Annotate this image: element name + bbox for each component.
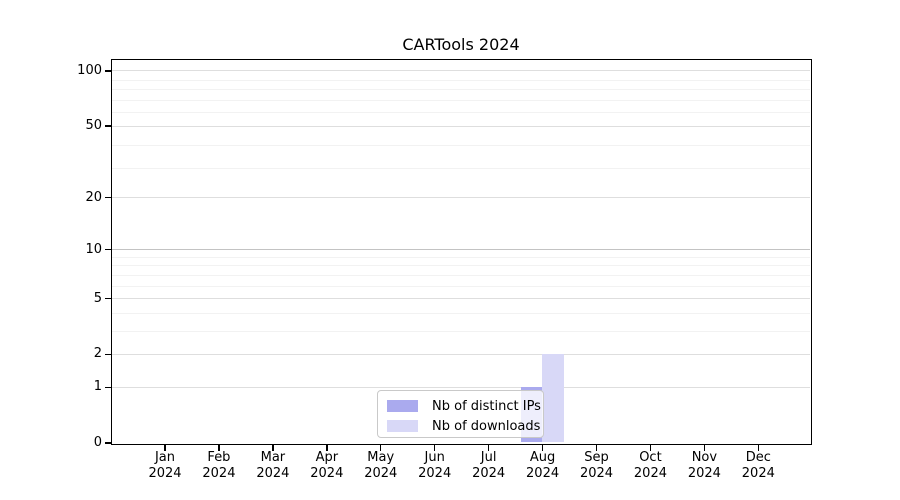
major-gridline [111,353,810,355]
y-tick-mark [105,70,111,72]
x-tick-label: Jul 2024 [459,450,519,482]
x-tick-year: 2024 [633,466,667,481]
y-tick-mark [105,249,111,251]
minor-gridline [111,168,810,170]
major-gridline [111,197,810,199]
x-tick-month: Oct [639,450,662,465]
minor-gridline [111,274,810,276]
x-tick-mark [326,444,328,451]
y-tick-mark [105,196,111,199]
x-tick-year: 2024 [579,466,614,481]
x-tick-month: Jun [424,450,445,465]
x-tick-label: Aug 2024 [513,450,573,482]
y-tick-mark [105,297,111,300]
x-tick-label: Oct 2024 [620,450,680,482]
y-tick-mark [105,125,111,127]
major-gridline [111,249,810,251]
minor-gridline [111,265,810,267]
minor-gridline [111,112,810,114]
y-tick-label: 2 [93,346,102,362]
y-tick-label: 50 [85,118,102,134]
minor-gridline [111,330,810,332]
y-tick-mark [105,442,111,444]
legend-entry: Nb of distinct IPs [387,397,543,415]
x-tick-year: 2024 [418,466,452,481]
x-tick-mark [595,444,598,451]
x-tick-month: May [367,450,395,465]
x-tick-mark [703,444,706,451]
x-tick-mark [164,444,166,451]
x-tick-label: Mar 2024 [243,450,303,482]
y-tick-label: 20 [85,189,102,205]
x-tick-label: Nov 2024 [674,450,734,482]
legend-entry: Nb of downloads [387,417,543,435]
x-tick-month: Apr [315,450,339,465]
x-tick-label: Feb 2024 [189,450,249,482]
x-tick-label: May 2024 [351,450,411,482]
y-tick-label: 100 [77,62,102,78]
y-tick-mark [105,353,111,356]
grid-layer [111,60,810,443]
y-tick-label: 0 [93,435,102,450]
x-tick-mark [380,444,382,451]
plot-area [110,58,812,445]
chart-title: CARTools 2024 [402,35,520,54]
x-tick-month: Sep [584,450,609,465]
legend-label: Nb of downloads [432,418,541,434]
legend-swatch [387,400,418,412]
x-tick-mark [488,444,490,451]
y-tick-label: 1 [93,379,102,395]
x-tick-label: Apr 2024 [297,450,357,482]
x-tick-mark [541,444,544,451]
x-tick-month: Dec [745,450,771,465]
major-gridline [111,386,810,388]
x-tick-month: Aug [529,450,556,465]
x-tick-year: 2024 [741,466,775,481]
bars-layer [112,60,810,443]
x-tick-mark [272,444,274,451]
x-tick-label: Dec 2024 [728,450,788,482]
x-tick-month: Mar [260,450,286,465]
minor-gridline [111,312,810,314]
x-tick-month: Nov [691,450,718,465]
x-tick-year: 2024 [148,466,182,481]
minor-gridline [111,285,810,287]
x-tick-mark [434,444,436,451]
x-tick-year: 2024 [310,466,344,481]
y-tick-label: 5 [93,290,102,306]
legend: Nb of distinct IPs Nb of downloads [377,390,544,438]
x-tick-year: 2024 [364,466,398,481]
y-tick-mark [105,386,111,388]
x-tick-year: 2024 [202,466,236,481]
x-tick-year: 2024 [687,466,721,481]
minor-gridline [111,100,810,102]
major-gridline [111,298,810,300]
x-tick-year: 2024 [472,466,506,481]
x-tick-year: 2024 [526,466,560,481]
bar-nb-of-downloads [542,353,564,443]
x-tick-label: Sep 2024 [567,450,627,482]
x-tick-month: Feb [207,450,231,465]
minor-gridline [111,89,810,91]
y-tick-label: 10 [85,241,102,257]
legend-label: Nb of distinct IPs [432,398,541,414]
x-tick-mark [218,444,220,451]
minor-gridline [111,79,810,81]
x-tick-month: Jul [480,450,497,465]
legend-swatch [387,420,418,432]
x-tick-label: Jan 2024 [135,450,195,482]
x-tick-mark [757,444,760,451]
x-tick-mark [649,444,652,451]
minor-gridline [111,256,810,258]
x-tick-month: Jan [154,450,176,465]
major-gridline [111,70,810,72]
major-gridline [111,125,810,127]
x-tick-label: Jun 2024 [405,450,465,482]
x-tick-year: 2024 [256,466,290,481]
minor-gridline [111,145,810,147]
